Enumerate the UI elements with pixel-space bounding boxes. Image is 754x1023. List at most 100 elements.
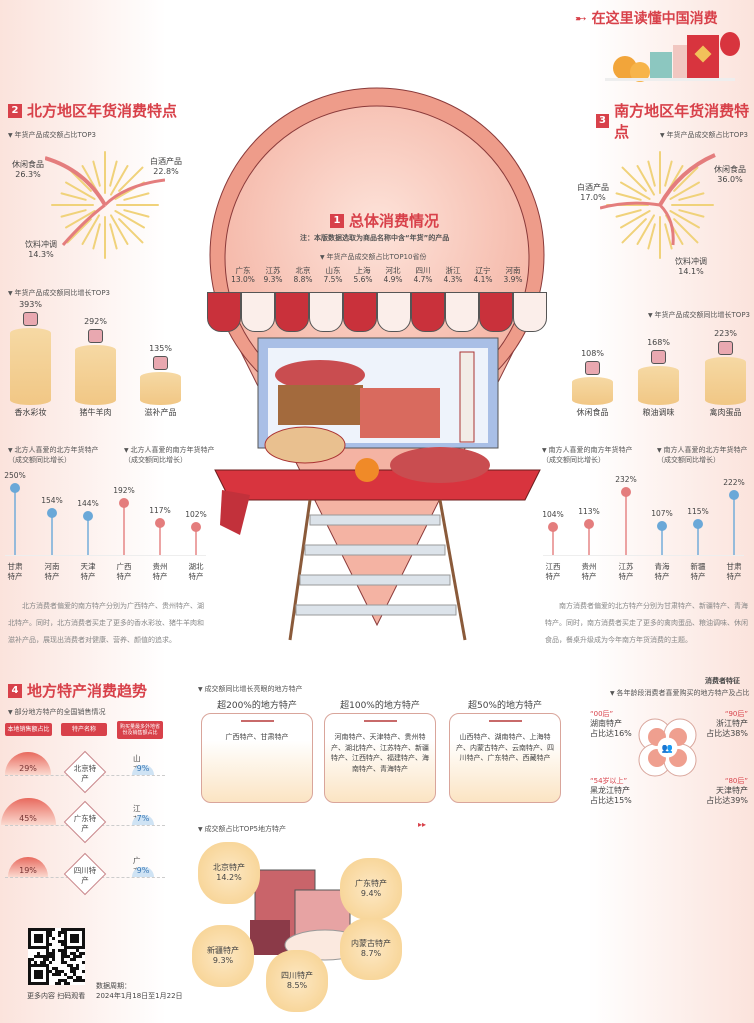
province-item: 上海 5.6%: [348, 266, 378, 285]
top-buyer-pct: 9%: [136, 866, 150, 875]
lollipop-stem: [159, 523, 161, 555]
tier-card-body: 广西特产、甘肃特产: [225, 733, 289, 741]
firework-ray: [65, 181, 96, 200]
growth-item-icon: [23, 312, 38, 327]
firework-ray: [673, 218, 699, 244]
lollipop-value: 113%: [578, 507, 600, 517]
lollipop-value: 117%: [149, 506, 171, 516]
lollipop-dot: [548, 521, 558, 532]
lollipop-value: 154%: [41, 496, 63, 506]
lollipop-dot: [83, 511, 93, 522]
top5-name: 广东特产: [355, 878, 387, 888]
section-3-title: 3 南方地区年货消费特点: [596, 100, 754, 142]
svg-text:👥: 👥: [662, 744, 673, 754]
firework-ray: [81, 214, 100, 245]
lollipop-value: 250%: [4, 470, 26, 480]
firework-ray: [636, 165, 655, 196]
province-name: 北京: [295, 266, 311, 275]
firework-ray: [118, 218, 144, 244]
top5-value: 8.7%: [360, 949, 382, 958]
header-title: ➸ 在这里读懂中国消费: [575, 11, 718, 27]
firework-ray: [109, 160, 118, 187]
lollipop-dot: [155, 518, 165, 529]
lollipop-label: 贵州特产: [152, 562, 168, 582]
age-group-label: “54岁以上” 黑龙江特产 占比达15%: [590, 777, 648, 807]
lollipop-dot: [10, 482, 20, 493]
local-share-value: 19%: [19, 866, 37, 875]
firework-ray: [615, 192, 642, 201]
province-value: 4.9%: [383, 275, 403, 285]
province-value: 4.7%: [413, 275, 433, 285]
growth-item-icon: [718, 341, 733, 356]
south-firework-icon: [600, 151, 716, 259]
local-share-semicircle: [8, 857, 48, 877]
lollipop-stem: [697, 523, 699, 555]
province-value: 9.3%: [263, 275, 283, 285]
top5-name: 四川特产: [281, 970, 313, 980]
firework-ray: [647, 160, 656, 187]
north-growth-title: 年货产品成交额同比增长TOP3: [8, 288, 110, 298]
growth-item-icon: [651, 350, 666, 365]
age-specialty: 黑龙江特产: [590, 786, 630, 796]
table-header-name: 特产名称: [61, 723, 107, 737]
firework-ray: [118, 166, 144, 192]
tier-card-body: 河南特产、天津特产、贵州特产、湖北特产、江苏特产、新疆特产、江西特产、福建特产、…: [331, 733, 429, 773]
tier-card: 山西特产、湖南特产、上海特产、内蒙古特产、云南特产、四川特产、广东特产、西藏特产: [449, 713, 561, 803]
firework-ray: [92, 160, 101, 187]
province-item: 四川 4.7%: [408, 266, 438, 285]
growth-bar: [140, 372, 181, 405]
firework-ray: [123, 192, 150, 201]
tier-card: 河南特产、天津特产、贵州特产、湖北特产、江苏特产、新疆特产、江西特产、福建特产、…: [324, 713, 436, 803]
growth-value: 223%: [714, 329, 737, 339]
province-value: 4.1%: [473, 275, 493, 285]
growth-label: 粮油调味: [642, 408, 675, 417]
local-share-semicircle: [5, 752, 51, 775]
top5-value: 14.2%: [216, 873, 242, 882]
province-item: 河南 3.9%: [498, 266, 528, 285]
lollipop-dot: [191, 522, 201, 533]
tier-card-body: 山西特产、湖南特产、上海特产、内蒙古特产、云南特产、四川特产、广东特产、西藏特产: [456, 733, 554, 762]
lollipop-stem: [123, 503, 125, 555]
tier-heading: 超200%的地方特产: [217, 701, 297, 711]
top-buyer-semicircle: [132, 765, 154, 775]
consumer-subtitle: 各年龄段消费者喜爱购买的地方特产及占比: [610, 688, 750, 698]
growth-bar: [75, 345, 116, 405]
qr-code[interactable]: [28, 928, 85, 985]
growth-value: 393%: [19, 300, 42, 310]
firework-ray: [620, 181, 651, 200]
lollipop-dot: [657, 521, 667, 532]
data-period: 数据周期： 2024年1月18日至1月22日: [96, 982, 183, 1000]
age-group: “00后”: [590, 710, 614, 718]
lollipop-dot: [621, 487, 631, 498]
province-item: 浙江 4.3%: [438, 266, 468, 285]
firework-ray: [110, 214, 129, 245]
province-item: 江苏 9.3%: [258, 266, 288, 285]
gift-illustration: [605, 32, 740, 82]
local-share-value: 29%: [19, 764, 37, 773]
growth-label: 休闲食品: [576, 408, 609, 417]
firework-ray: [92, 223, 101, 250]
firework-ray: [678, 209, 705, 218]
growth-label: 猪牛羊肉: [79, 408, 112, 417]
growth-value: 108%: [581, 348, 604, 358]
province-item: 山东 7.5%: [318, 266, 348, 285]
lollipop-dot: [119, 498, 129, 509]
lollipop-baseline: [543, 555, 744, 556]
tier-card: 广西特产、甘肃特产: [201, 713, 313, 803]
lollipop-dot: [693, 518, 703, 529]
local-table-title: 部分地方特产的全国销售情况: [8, 707, 106, 717]
lollipop-stem: [588, 524, 590, 555]
lollipop-label: 河南特产: [44, 562, 60, 582]
province-name: 四川: [415, 266, 431, 275]
top5-value: 9.3%: [212, 956, 234, 965]
overall-subtitle: 年货产品成交额占比TOP10省份: [320, 252, 427, 262]
south-growth-title: 年货产品成交额同比增长TOP3: [648, 310, 750, 320]
south-lolli-title-b: 南方人喜爱的北方年货特产（成交额同比增长）: [657, 445, 748, 465]
firework-ray: [678, 192, 705, 201]
top5-blob: 新疆特产 9.3%: [192, 925, 254, 987]
south-share-3: 饮料冲调 14.1%: [675, 257, 707, 276]
age-pct: 占比达38%: [706, 729, 748, 739]
age-specialty: 天津特产: [716, 786, 748, 796]
tier-card-ornament: [363, 720, 397, 722]
lollipop-label: 江苏特产: [618, 562, 634, 582]
